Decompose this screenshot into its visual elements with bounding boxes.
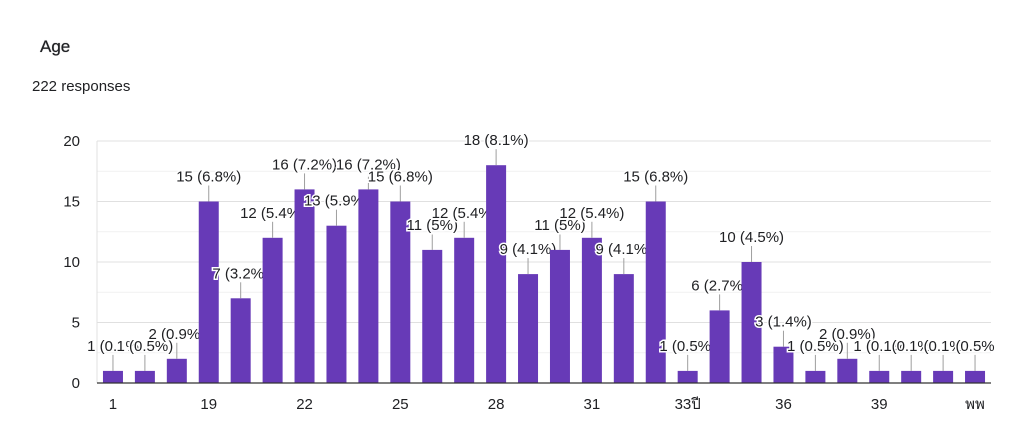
x-tick-label: 28 bbox=[488, 396, 505, 413]
bar bbox=[486, 165, 507, 383]
bar bbox=[645, 201, 666, 383]
data-label: 1 (0.5%) bbox=[659, 338, 716, 355]
bar bbox=[326, 225, 347, 383]
bar bbox=[837, 358, 858, 383]
data-label: (0.5% bbox=[955, 338, 994, 355]
data-label: 2 (0.9%) bbox=[148, 326, 205, 343]
bar bbox=[230, 298, 251, 383]
data-label: 3 (1.4%) bbox=[755, 314, 812, 331]
response-count: 222 responses bbox=[32, 78, 131, 95]
bar bbox=[773, 346, 794, 383]
bar bbox=[677, 370, 698, 383]
data-label: (0.1% bbox=[892, 338, 931, 355]
data-label: 2 (0.9%) bbox=[819, 326, 876, 343]
y-tick-label: 0 bbox=[72, 375, 80, 392]
data-label: 11 (5%) bbox=[534, 217, 585, 234]
x-tick-label: 1 bbox=[109, 396, 117, 413]
data-label: 11 (5%) bbox=[407, 217, 458, 234]
bar bbox=[134, 370, 155, 383]
data-label: 1 (0.1% bbox=[87, 338, 139, 355]
x-tick-label: 39 bbox=[871, 396, 888, 413]
bar bbox=[869, 370, 890, 383]
data-label: 16 (7.2%) bbox=[336, 156, 401, 173]
data-label: 13 (5.9%) bbox=[304, 193, 369, 210]
bar bbox=[454, 237, 475, 383]
data-label: 1 (0.5%) bbox=[117, 338, 174, 355]
x-tick-label: 25 bbox=[392, 396, 409, 413]
bar bbox=[102, 370, 123, 383]
x-tick-label: 19 bbox=[200, 396, 217, 413]
y-tick-label: 20 bbox=[63, 133, 80, 150]
data-label: 12 (5.4%) bbox=[432, 205, 497, 222]
data-label: (0.1% bbox=[924, 338, 963, 355]
bar bbox=[805, 370, 826, 383]
bar bbox=[198, 201, 219, 383]
bar bbox=[965, 370, 986, 383]
bar bbox=[549, 249, 570, 383]
data-label: 10 (4.5%) bbox=[719, 229, 784, 246]
data-label: 12 (5.4%) bbox=[559, 205, 624, 222]
data-label: 15 (6.8%) bbox=[368, 169, 433, 186]
y-tick-label: 15 bbox=[63, 194, 80, 211]
bar bbox=[422, 249, 443, 383]
x-tick-label: 33ปี bbox=[675, 396, 701, 413]
x-tick-label: 36 bbox=[775, 396, 792, 413]
data-label: 1 (0.5%) bbox=[787, 338, 844, 355]
bar bbox=[166, 358, 187, 383]
x-tick-label: 31 bbox=[584, 396, 601, 413]
y-tick-label: 5 bbox=[72, 315, 80, 332]
bar bbox=[294, 189, 315, 383]
data-label: 18 (8.1%) bbox=[464, 132, 529, 149]
bar bbox=[933, 370, 954, 383]
bar bbox=[358, 189, 379, 383]
bar bbox=[709, 310, 730, 383]
data-label: 7 (3.2%) bbox=[212, 265, 269, 282]
bar bbox=[518, 274, 539, 383]
data-label: 15 (6.8%) bbox=[623, 169, 688, 186]
bar bbox=[741, 262, 762, 383]
data-label: 1 (0.1% bbox=[853, 338, 905, 355]
bar bbox=[581, 237, 602, 383]
data-label: 12 (5.4%) bbox=[240, 205, 305, 222]
x-tick-label: 22 bbox=[296, 396, 313, 413]
bar bbox=[262, 237, 283, 383]
x-tick-label: พพ bbox=[965, 396, 985, 413]
data-label: 6 (2.7%) bbox=[691, 277, 748, 294]
data-label: 16 (7.2%) bbox=[272, 156, 337, 173]
bar bbox=[390, 201, 411, 383]
data-label: 9 (4.1%) bbox=[500, 241, 557, 258]
data-label: 15 (6.8%) bbox=[176, 169, 241, 186]
data-label: 9 (4.1%) bbox=[595, 241, 652, 258]
bar bbox=[613, 274, 634, 383]
y-tick-label: 10 bbox=[63, 254, 80, 271]
bar bbox=[901, 370, 922, 383]
chart-title: Age bbox=[40, 37, 71, 56]
